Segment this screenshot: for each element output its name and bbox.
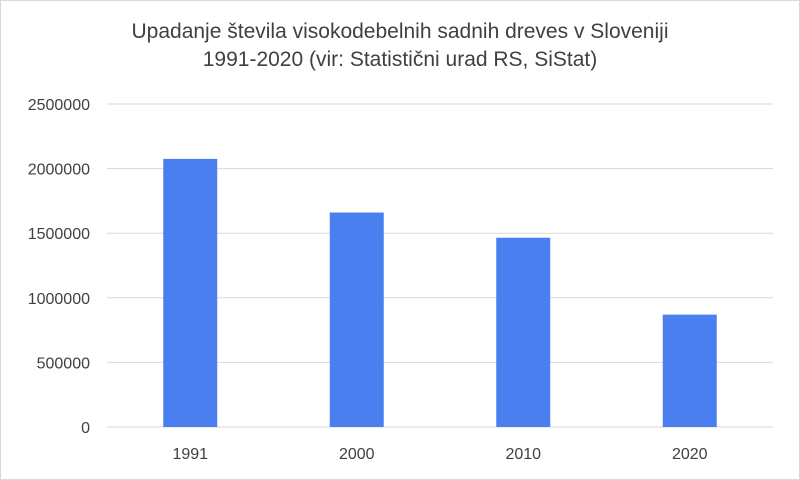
chart-title-line-2: 1991-2020 (vir: Statistični urad RS, SiS… — [202, 48, 598, 71]
bars — [163, 158, 717, 427]
x-tick-label: 2020 — [672, 446, 708, 463]
bar-2020 — [662, 314, 717, 427]
x-tick-label: 2000 — [339, 446, 375, 463]
x-tick-label: 1991 — [172, 446, 208, 463]
y-axis-tick-labels: 0 500000 1000000 1500000 2000000 2500000 — [28, 97, 90, 437]
bar-1991 — [163, 158, 218, 427]
bar-2010 — [496, 237, 551, 427]
y-tick-label: 2500000 — [28, 97, 90, 114]
y-tick-label: 1500000 — [28, 226, 90, 243]
x-axis-tick-labels: 1991 2000 2010 2020 — [172, 446, 707, 463]
bar-2000 — [329, 212, 384, 427]
chart-title: Upadanje števila visokodebelnih sadnih d… — [0, 18, 800, 74]
x-tick-label: 2010 — [505, 446, 541, 463]
y-tick-label: 2000000 — [28, 162, 90, 179]
y-tick-label: 500000 — [37, 355, 90, 372]
y-tick-label: 0 — [81, 420, 90, 437]
chart-title-line-1: Upadanje števila visokodebelnih sadnih d… — [131, 20, 669, 43]
y-tick-label: 1000000 — [28, 291, 90, 308]
gridlines — [107, 103, 773, 428]
